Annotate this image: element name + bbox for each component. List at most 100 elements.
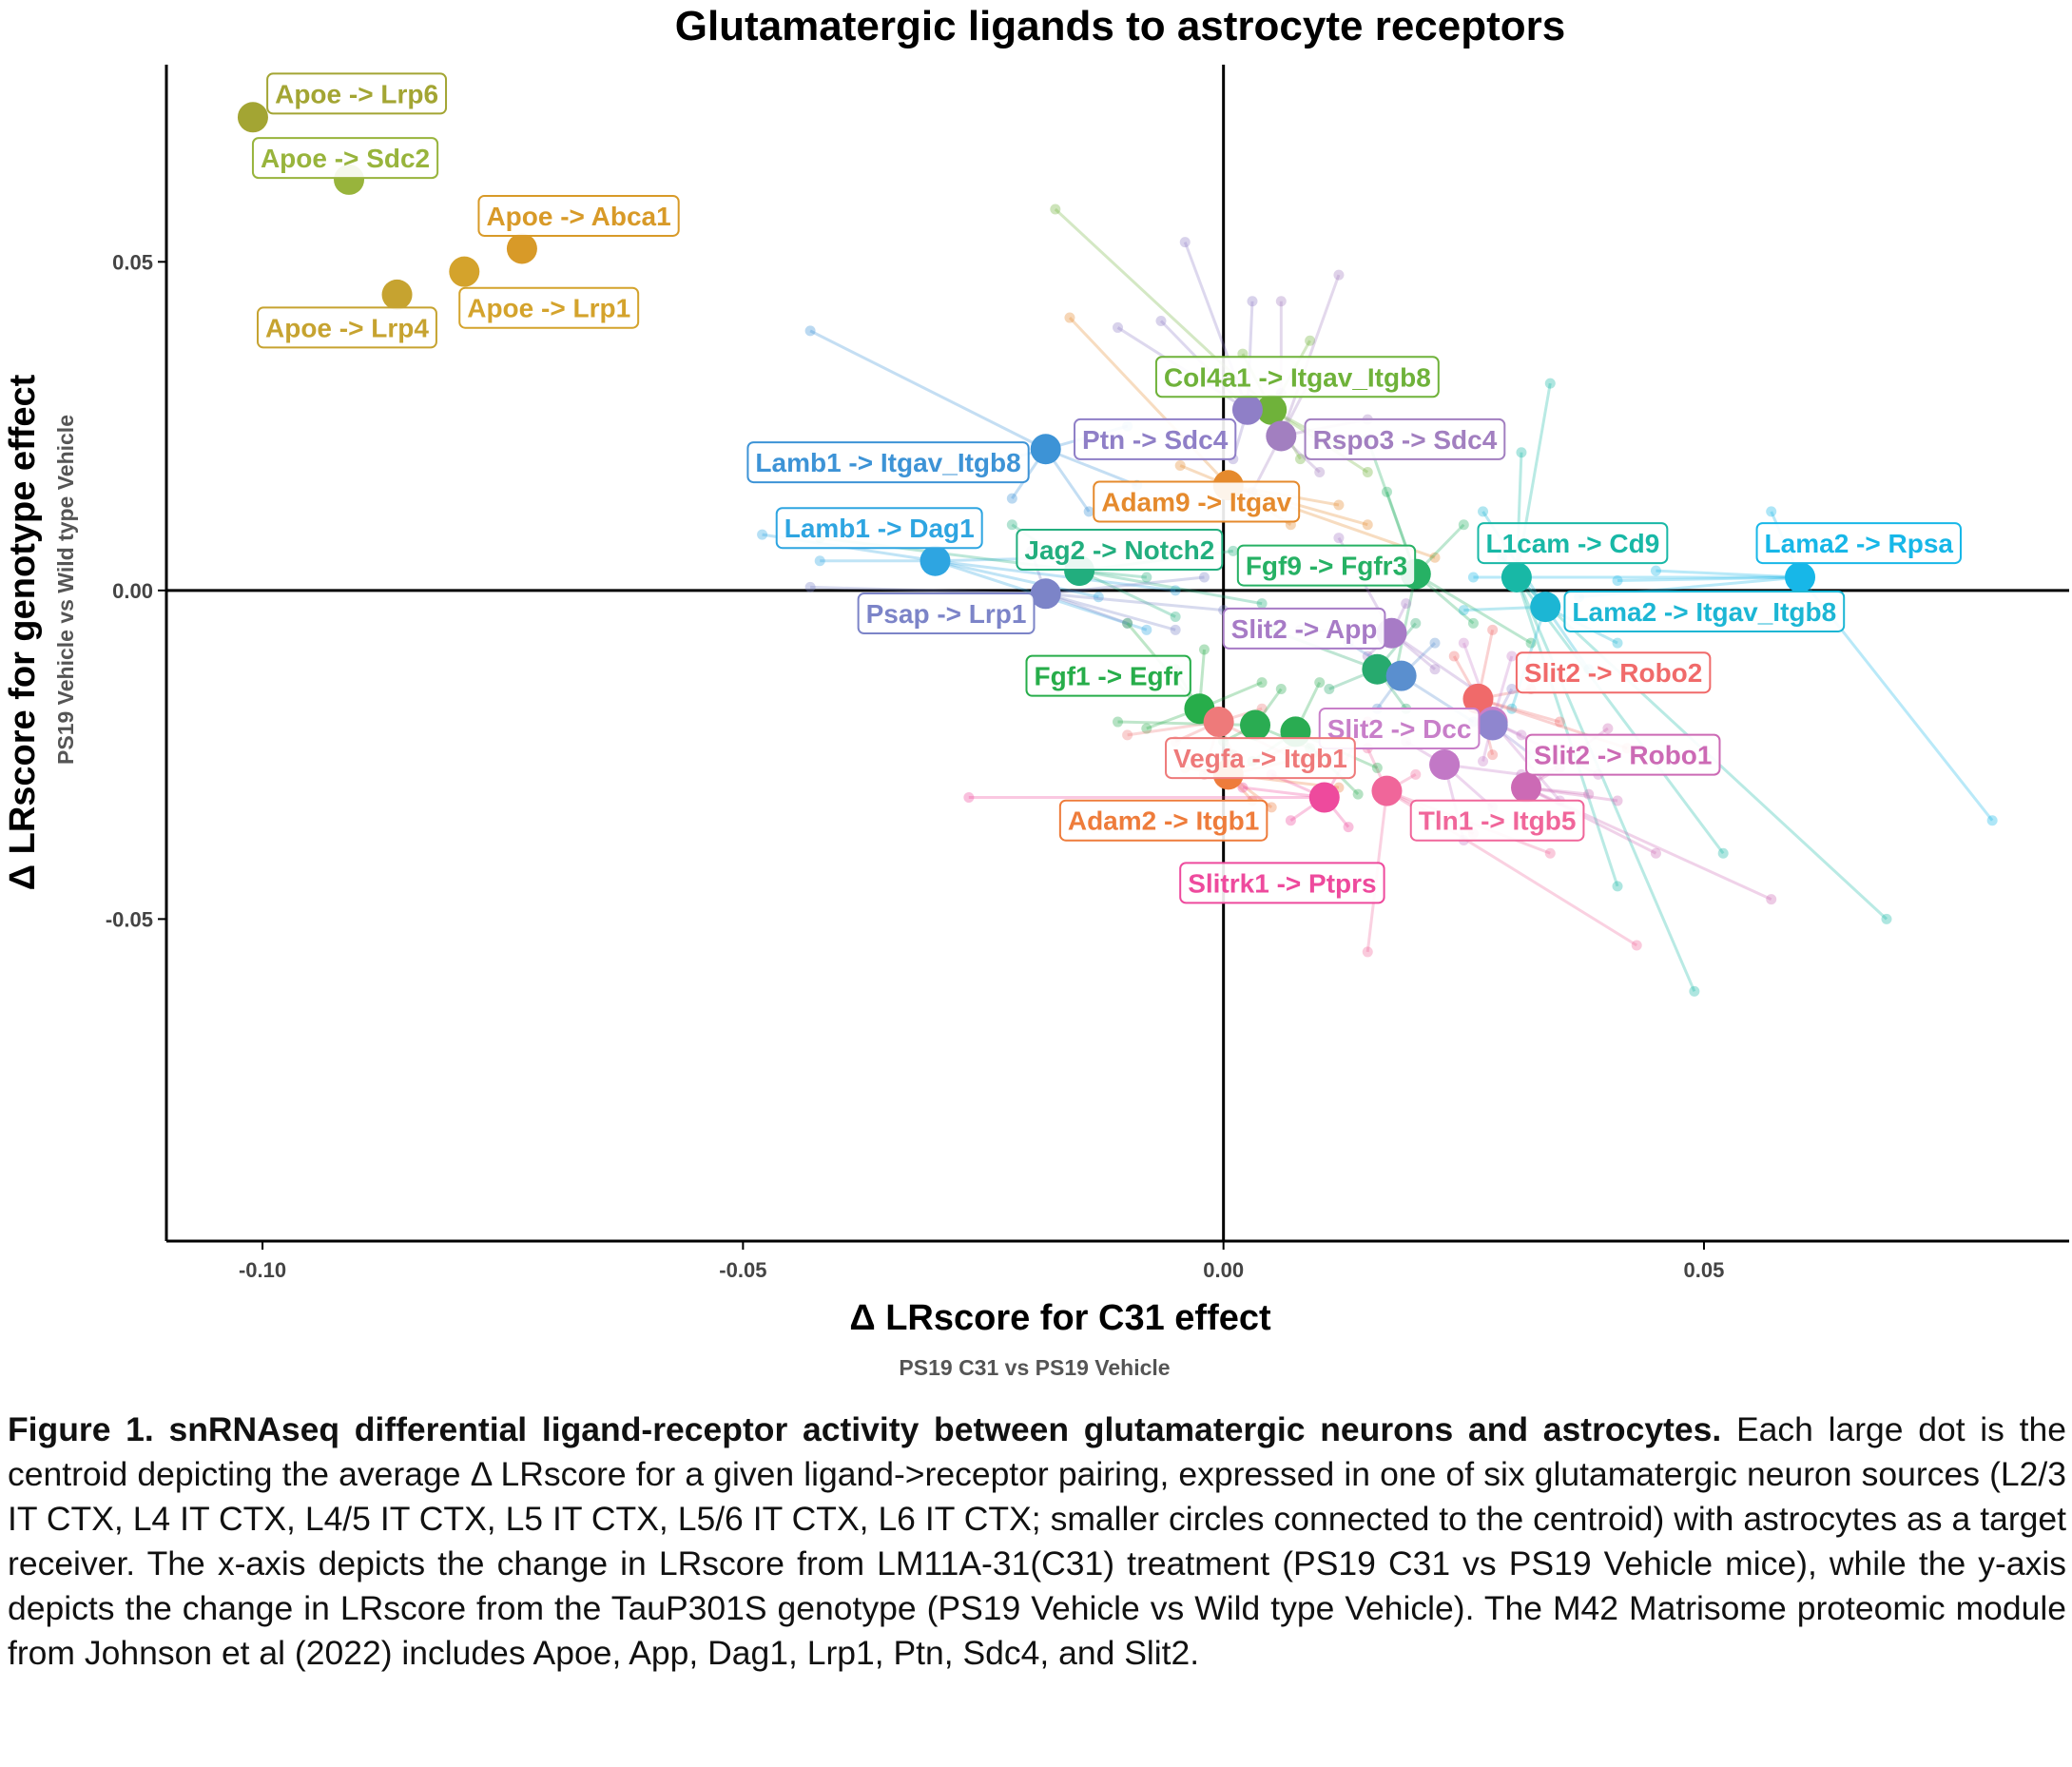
point-label-box xyxy=(1025,654,1191,697)
point-label: L1cam -> Cd9 xyxy=(1477,522,1669,565)
source-point xyxy=(1314,677,1326,689)
centroid-point xyxy=(1231,394,1263,425)
point-label-box xyxy=(857,592,1036,635)
source-link xyxy=(1045,592,1224,612)
source-point xyxy=(1266,802,1277,813)
source-point xyxy=(1362,466,1373,477)
point-label-text: Jag2 -> Notch2 xyxy=(1024,535,1214,565)
centroid-point xyxy=(237,102,268,133)
point-label-text: Lama2 -> Rpsa xyxy=(1765,529,1954,558)
source-point xyxy=(1170,611,1181,622)
x-tick-label: -0.10 xyxy=(239,1258,286,1282)
point-label: Lamb1 -> Dag1 xyxy=(775,507,983,550)
centroid-point xyxy=(1530,592,1561,623)
source-point xyxy=(1525,637,1537,649)
centroid-point xyxy=(920,545,951,576)
point-label: Apoe -> Lrp1 xyxy=(458,286,640,329)
point-label-text: Slitrk1 -> Ptprs xyxy=(1188,868,1376,898)
point-label-text: Lamb1 -> Dag1 xyxy=(784,514,975,543)
source-point xyxy=(1881,913,1892,924)
source-link xyxy=(1045,447,1138,487)
source-link xyxy=(1078,569,1176,618)
x-tick-label: 0.00 xyxy=(1203,1258,1244,1282)
source-point xyxy=(1170,585,1181,596)
source-link xyxy=(1127,720,1219,737)
source-point xyxy=(1689,985,1700,997)
centroid-point xyxy=(1511,772,1542,804)
point-label-box xyxy=(257,306,437,349)
source-point xyxy=(1506,703,1518,714)
point-label-box xyxy=(1165,737,1356,780)
source-point xyxy=(1285,815,1296,826)
point-label: Lamb1 -> Itgav_Itgb8 xyxy=(746,441,1030,484)
source-point xyxy=(1410,768,1422,780)
source-link xyxy=(1515,576,1619,887)
source-point xyxy=(1986,815,1998,826)
point-label-box xyxy=(1525,733,1721,776)
source-point xyxy=(1362,946,1373,958)
source-point xyxy=(1228,545,1239,556)
source-point xyxy=(1458,637,1469,649)
source-point xyxy=(1050,204,1061,215)
source-point xyxy=(1122,617,1133,629)
point-label-box xyxy=(477,194,680,237)
source-point xyxy=(1458,605,1469,616)
point-label: Slit2 -> App xyxy=(1222,607,1386,650)
source-point xyxy=(1467,617,1479,629)
source-point xyxy=(963,792,975,804)
source-point xyxy=(1612,574,1623,586)
source-point xyxy=(1198,572,1210,583)
scatter-chart: Glutamatergic ligands to astrocyte recep… xyxy=(3,3,2069,1380)
point-label-text: Slit2 -> App xyxy=(1231,614,1378,644)
caption-text: Each large dot is the centroid depicting… xyxy=(8,1410,2066,1672)
source-point xyxy=(1516,447,1527,458)
source-point xyxy=(1467,572,1479,583)
centroid-point xyxy=(1477,709,1508,741)
source-link xyxy=(1045,575,1205,595)
point-label: Vegfa -> Itgb1 xyxy=(1165,737,1356,780)
source-point xyxy=(804,325,816,337)
source-point xyxy=(1237,782,1249,793)
axis-ticks: -0.10 -0.05 0.00 0.05 -0.05 0.00 0.05 xyxy=(106,250,1725,1282)
point-label: Apoe -> Lrp6 xyxy=(266,72,448,115)
point-label-text: Slit2 -> Robo1 xyxy=(1534,741,1712,770)
y-axis-label: Δ LRscore for genotype effect xyxy=(3,374,43,890)
centroid-point xyxy=(506,233,537,264)
point-label-box xyxy=(1755,522,1962,565)
centroid-point xyxy=(1203,707,1234,738)
point-label-text: Apoe -> Sdc2 xyxy=(261,144,430,173)
y-axis-sublabel: PS19 Vehicle vs Wild type Vehicle xyxy=(53,415,78,765)
point-label-box xyxy=(1304,417,1506,460)
point-label: Adam9 -> Itgav xyxy=(1093,480,1301,523)
point-label-text: Col4a1 -> Itgav_Itgb8 xyxy=(1164,362,1431,392)
source-point xyxy=(1141,723,1152,734)
source-point xyxy=(1516,729,1527,741)
point-label-text: Psap -> Lrp1 xyxy=(866,599,1027,629)
source-link xyxy=(1656,569,1801,579)
source-point xyxy=(1247,296,1258,307)
source-point xyxy=(1362,519,1373,531)
point-label-text: Rspo3 -> Sdc4 xyxy=(1313,425,1498,455)
point-label-box xyxy=(1058,799,1268,842)
y-tick-label: 0.00 xyxy=(112,579,153,603)
source-point xyxy=(1544,378,1556,389)
source-point xyxy=(1583,788,1595,800)
point-label-box xyxy=(1563,590,1846,632)
source-link xyxy=(1117,720,1256,728)
point-label-text: Tln1 -> Itgb5 xyxy=(1419,806,1577,836)
point-label-text: Adam2 -> Itgb1 xyxy=(1068,806,1259,836)
source-link xyxy=(935,559,1099,599)
source-point xyxy=(1410,617,1422,629)
centroid-point xyxy=(1240,709,1271,741)
source-point xyxy=(1113,321,1123,333)
source-point xyxy=(1314,466,1326,477)
source-point xyxy=(1478,756,1489,767)
source-point xyxy=(1487,749,1499,761)
source-point xyxy=(1198,644,1210,655)
source-point xyxy=(1631,940,1642,951)
source-link xyxy=(809,329,1047,451)
source-point xyxy=(1429,637,1441,649)
point-label-box xyxy=(1477,522,1669,565)
source-point xyxy=(1170,624,1181,635)
source-link xyxy=(1045,592,1176,631)
